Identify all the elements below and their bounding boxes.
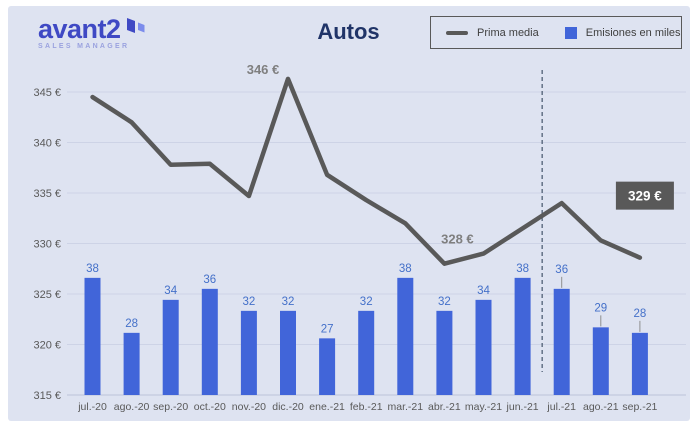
bar-value-label: 38 [86, 263, 99, 275]
x-axis-label: may.-21 [465, 401, 502, 413]
legend-item-prima-media: Prima media [446, 27, 539, 39]
y-axis-label: 325 € [33, 289, 61, 301]
bar-value-label: 32 [360, 296, 373, 308]
x-axis-label: ago.-21 [583, 401, 619, 413]
x-axis-label: ene.-21 [309, 401, 345, 413]
bar-value-label: 27 [321, 323, 334, 335]
chart-panel [8, 6, 690, 421]
emisiones-bar [280, 310, 296, 395]
emisiones-bar [162, 299, 179, 395]
legend-item-emisiones: Emisiones en miles [564, 26, 681, 39]
x-axis-label: dic.-20 [272, 401, 304, 413]
bar-value-label: 36 [203, 274, 216, 286]
bar-value-label: 38 [516, 263, 529, 275]
emisiones-bar [358, 310, 375, 395]
brand-name: avant2 [38, 14, 121, 44]
emisiones-bar [592, 327, 609, 395]
x-axis-label: jun.-21 [506, 401, 539, 413]
chart-title: Autos [317, 19, 380, 44]
x-axis-label: sep.-21 [622, 401, 657, 413]
brand-logo: avant2 SALES MANAGER [38, 16, 147, 50]
bar-value-label: 36 [555, 264, 568, 276]
bar-value-label: 32 [438, 296, 451, 308]
line-swatch-icon [446, 30, 468, 35]
y-axis-label: 335 € [33, 188, 61, 200]
bar-value-label: 28 [125, 318, 138, 330]
prima-media-line [90, 76, 643, 266]
emisiones-bar [240, 310, 257, 395]
y-axis-label: 345 € [33, 87, 61, 99]
emisiones-bar [84, 277, 101, 395]
x-axis-label: abr.-21 [428, 401, 461, 413]
brand-subtitle: SALES MANAGER [38, 43, 130, 50]
annotation-box-label: 329 € [628, 189, 662, 204]
bar-value-label: 32 [243, 296, 256, 308]
emisiones-bar [436, 310, 453, 395]
x-axis-label: sep.-20 [153, 401, 188, 413]
x-axis-label: nov.-20 [232, 401, 266, 413]
bar-value-label: 29 [594, 302, 607, 314]
emisiones-bar [397, 277, 414, 395]
annotation-label: 328 € [441, 232, 474, 247]
bar-value-label: 32 [282, 296, 295, 308]
emisiones-bar [319, 338, 336, 395]
bar-value-label: 34 [164, 285, 177, 297]
y-axis-label: 315 € [33, 390, 61, 402]
chart-legend: Prima media Emisiones en miles [430, 16, 682, 49]
legend-label-emisiones: Emisiones en miles [585, 26, 681, 39]
legend-label-prima-media: Prima media [477, 26, 539, 39]
y-axis-label: 320 € [33, 340, 61, 352]
bar-value-label: 38 [399, 263, 412, 275]
annotation-box [615, 181, 674, 210]
y-axis-label: 340 € [33, 138, 61, 150]
emisiones-bar [631, 332, 648, 395]
y-axis-label: 330 € [33, 239, 61, 251]
x-axis-label: ago.-20 [114, 401, 150, 413]
emisiones-bar [201, 288, 218, 395]
x-axis-label: jul.-21 [546, 401, 576, 413]
square-swatch-icon [564, 26, 577, 39]
emisiones-bar [475, 299, 492, 395]
x-axis-label: mar.-21 [387, 401, 423, 413]
bar-value-label: 34 [477, 285, 490, 297]
annotation-label: 346 € [247, 62, 280, 77]
emisiones-bar [514, 277, 531, 395]
emisiones-bar [123, 332, 140, 395]
x-axis-label: jul.-20 [77, 401, 107, 413]
x-axis-label: oct.-20 [194, 401, 226, 413]
brand-logo-icon [126, 18, 145, 33]
emisiones-bar [553, 288, 570, 395]
x-axis-label: feb.-21 [350, 401, 383, 413]
bar-value-label: 28 [634, 308, 647, 320]
